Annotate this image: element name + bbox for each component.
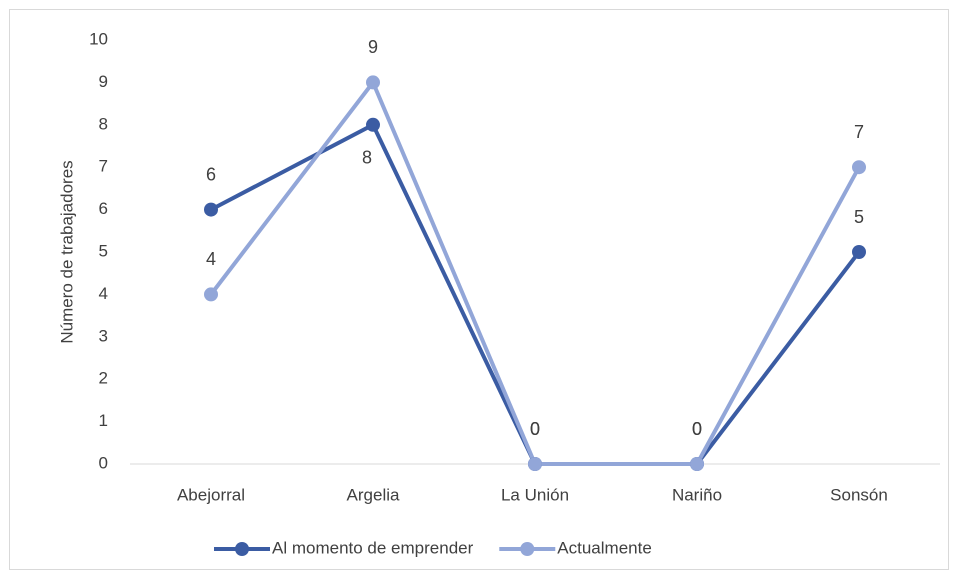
data-label: 0 [692, 419, 702, 439]
y-tick-label: 0 [99, 453, 108, 472]
x-tick-label: Sonsón [830, 485, 888, 504]
chart-border [9, 9, 949, 570]
y-tick-label: 9 [99, 72, 108, 91]
data-point [204, 202, 218, 217]
data-label: 4 [206, 249, 216, 269]
data-label: 0 [530, 419, 540, 439]
legend-label: Al momento de emprender [272, 538, 474, 557]
data-label: 0 [692, 419, 702, 439]
x-tick-label: Argelia [347, 485, 400, 504]
legend-label: Actualmente [557, 538, 652, 557]
y-tick-label: 8 [99, 114, 108, 133]
data-label: 0 [530, 419, 540, 439]
y-tick-label: 1 [99, 411, 108, 430]
data-point [852, 245, 866, 259]
x-tick-label: Abejorral [177, 485, 245, 504]
legend-marker [520, 542, 535, 556]
data-point [852, 160, 866, 175]
data-label: 8 [362, 148, 372, 168]
y-tick-label: 10 [89, 29, 108, 48]
data-label: 5 [854, 207, 864, 227]
data-point [690, 457, 704, 471]
data-point [204, 287, 218, 302]
y-tick-label: 5 [99, 241, 108, 260]
y-tick-label: 7 [99, 157, 108, 176]
y-tick-label: 3 [99, 326, 108, 345]
data-label: 6 [206, 164, 216, 184]
y-tick-label: 4 [99, 284, 108, 303]
y-axis-label: Número de trabajadores [57, 160, 76, 343]
data-point [366, 75, 380, 90]
data-point [528, 457, 542, 471]
y-tick-label: 2 [99, 369, 108, 388]
x-tick-label: Nariño [672, 485, 722, 504]
data-label: 9 [368, 37, 378, 57]
y-tick-label: 6 [99, 199, 108, 218]
x-tick-label: La Unión [501, 485, 569, 504]
legend-marker [235, 542, 249, 556]
data-label: 7 [854, 122, 864, 142]
data-point [366, 117, 380, 132]
